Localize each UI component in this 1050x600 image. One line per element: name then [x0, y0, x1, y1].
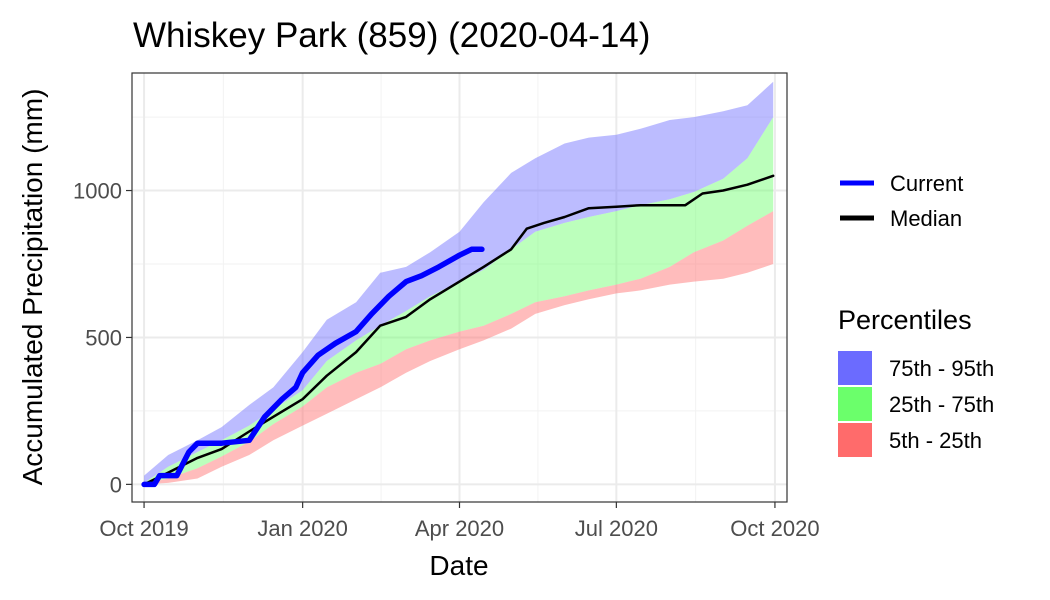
x-tick-label: Oct 2020 — [730, 516, 819, 541]
legend-fill-label: 75th - 95th — [889, 356, 994, 381]
x-tick-label: Jul 2020 — [575, 516, 658, 541]
legend-label-median: Median — [890, 206, 962, 231]
plot-area — [131, 72, 788, 503]
y-axis: 0 500 1000 — [73, 179, 132, 497]
x-tick-label: Jan 2020 — [257, 516, 348, 541]
y-axis-title: Accumulated Precipitation (mm) — [17, 89, 48, 486]
y-tick-label: 0 — [110, 472, 122, 497]
legend-fill-label: 5th - 25th — [889, 428, 982, 453]
y-tick-label: 500 — [85, 325, 122, 350]
x-tick-label: Oct 2019 — [99, 516, 188, 541]
legend-fill-label: 25th - 75th — [889, 392, 994, 417]
x-axis: Oct 2019 Jan 2020 Apr 2020 Jul 2020 Oct 2020 — [99, 502, 820, 541]
x-axis-title: Date — [429, 550, 488, 581]
series-lines — [141, 174, 775, 488]
legend-lines: Current Median — [840, 171, 963, 231]
percentile-bands — [144, 81, 774, 485]
legend-percentiles-title: Percentiles — [838, 305, 972, 335]
legend-swatch — [838, 351, 872, 385]
legend-fills: 75th - 95th 25th - 75th 5th - 25th — [838, 351, 994, 457]
x-tick-label: Apr 2020 — [415, 516, 504, 541]
legend-swatch — [838, 387, 872, 421]
chart-title: Whiskey Park (859) (2020-04-14) — [133, 16, 650, 55]
series-line-current — [141, 246, 485, 488]
y-tick-label: 1000 — [73, 179, 122, 204]
grid — [132, 73, 787, 502]
legend: Current Median Percentiles 75th - 95th 25t… — [838, 171, 994, 457]
band-5th-25th — [144, 211, 774, 485]
legend-label-current: Current — [890, 171, 963, 196]
legend-swatch — [838, 423, 872, 457]
band-25th-75th — [144, 117, 774, 484]
band-75th-95th — [144, 81, 774, 483]
